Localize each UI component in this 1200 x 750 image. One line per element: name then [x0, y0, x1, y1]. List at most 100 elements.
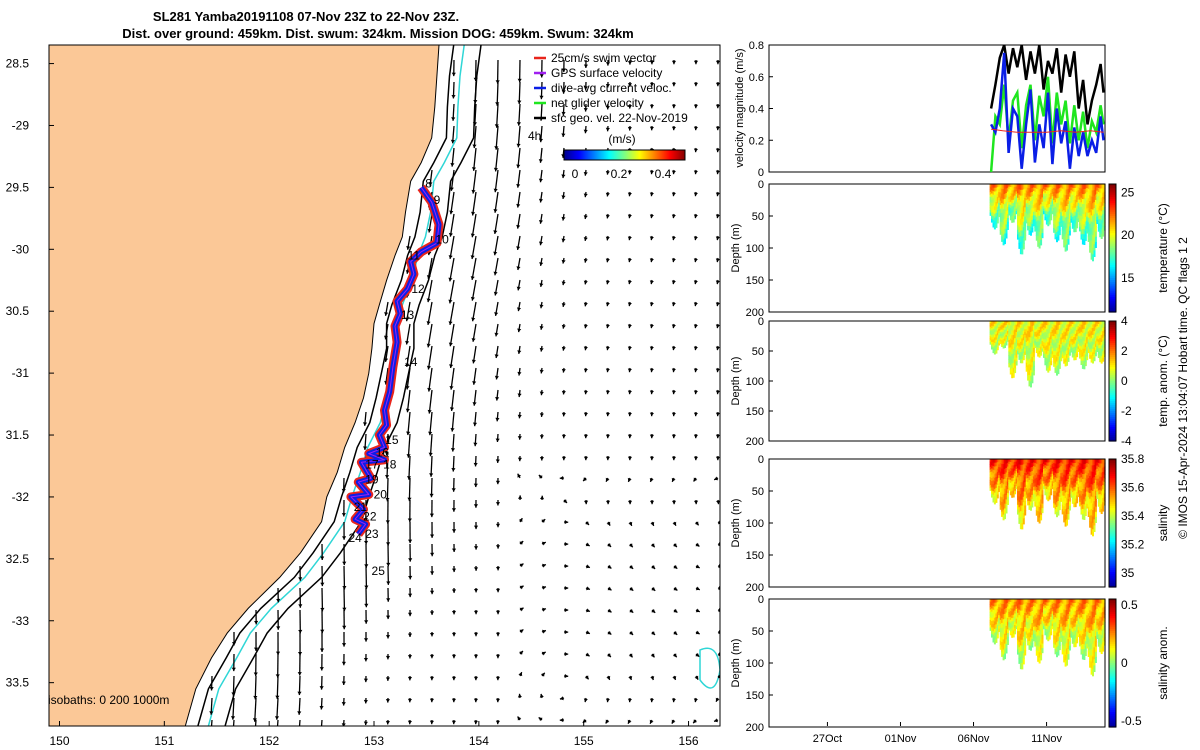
heatmap-cell — [1058, 484, 1061, 489]
heatmap-cell — [991, 330, 993, 334]
heatmap-cell — [1084, 212, 1087, 218]
arrow-head — [518, 672, 523, 677]
heatmap-cell — [1050, 459, 1053, 463]
heatmap-cell — [1090, 348, 1093, 353]
heatmap-cell — [1093, 244, 1096, 251]
velocity-arrow — [495, 455, 500, 463]
colorbar-cell — [575, 150, 577, 160]
colorbar-cell — [1109, 561, 1116, 565]
y-tick-label: 200 — [746, 436, 764, 448]
velocity-arrow — [649, 213, 654, 219]
heatmap-cell — [1071, 350, 1074, 355]
heatmap-cell — [1057, 473, 1060, 479]
heatmap-cell — [1028, 200, 1031, 206]
heatmap-cell — [1004, 498, 1006, 505]
heatmap-cell — [1089, 201, 1092, 208]
arrow-head — [539, 693, 544, 698]
heatmap-cell — [1034, 329, 1037, 333]
heatmap-cell — [1032, 197, 1035, 202]
arrow-head — [542, 563, 546, 568]
velocity-arrow — [605, 345, 610, 351]
velocity-arrow — [493, 257, 499, 276]
velocity-arrow — [561, 345, 566, 351]
colorbar-cell — [590, 150, 592, 160]
heatmap-cell — [992, 212, 995, 217]
colorbar-cell — [1109, 377, 1116, 380]
heatmap-cell — [1071, 481, 1074, 486]
colorbar-cell — [1109, 486, 1116, 490]
heatmap-cell — [1058, 221, 1061, 227]
heatmap-cell — [991, 184, 993, 188]
heatmap-cell — [1060, 487, 1063, 492]
arrow-shaft — [471, 191, 477, 216]
velocity-arrow — [407, 697, 413, 703]
heatmap-cell — [1032, 370, 1035, 376]
heatmap-cell — [1087, 328, 1090, 332]
arrow-head — [386, 615, 391, 620]
heatmap-cell — [1018, 340, 1021, 344]
velocity-arrow — [583, 411, 588, 417]
heatmap-cell — [1083, 209, 1086, 215]
heatmap-cell — [1063, 485, 1066, 491]
heatmap-cell — [1035, 349, 1038, 354]
heatmap-cell — [1094, 215, 1097, 222]
heatmap-cell — [989, 202, 992, 206]
heatmap-cell — [1066, 508, 1068, 515]
heatmap-cell — [1084, 358, 1087, 363]
colorbar-cell — [588, 150, 590, 160]
heatmap-cell — [1067, 351, 1070, 356]
heatmap-cell — [992, 473, 995, 478]
heatmap-cell — [1060, 330, 1063, 335]
velocity-arrow — [385, 675, 391, 681]
arrow-head — [693, 477, 698, 482]
heatmap-cell — [1012, 481, 1015, 485]
heatmap-cell — [1009, 470, 1012, 475]
heatmap-cell — [1002, 509, 1005, 516]
heatmap-cell — [1079, 466, 1081, 472]
heatmap-cell — [1035, 212, 1038, 218]
heatmap-cell — [1006, 187, 1009, 193]
heatmap-cell — [1070, 344, 1073, 348]
heatmap-cell — [1067, 224, 1070, 230]
colorbar-cell — [1109, 286, 1116, 290]
map-frame — [48, 44, 721, 727]
heatmap-cell — [1099, 232, 1102, 238]
heatmap-cell — [1037, 474, 1040, 481]
arrow-head — [320, 607, 325, 612]
heatmap-cell — [1004, 508, 1006, 515]
heatmap-cell — [1019, 321, 1022, 326]
heatmap-cell — [1043, 321, 1045, 325]
colorbar-cell — [1109, 365, 1116, 368]
heatmap-cell — [1092, 184, 1094, 191]
velocity-arrow — [428, 433, 433, 457]
heatmap-cell — [1081, 218, 1084, 225]
heatmap-cell — [1057, 235, 1060, 241]
arrow-head — [605, 192, 610, 197]
velocity-arrow — [541, 585, 547, 590]
heatmap-cell — [1093, 347, 1096, 352]
heatmap-cell — [1019, 195, 1022, 202]
heatmap-cell — [1002, 494, 1005, 501]
heatmap-cell — [1087, 212, 1090, 219]
heatmap-cell — [1012, 490, 1015, 495]
heatmap-cell — [1040, 346, 1043, 350]
velocity-arrow — [451, 81, 456, 99]
velocity-arrow — [715, 433, 720, 439]
heatmap-cell — [1022, 486, 1025, 492]
heatmap-cell — [1092, 196, 1094, 204]
heatmap-cell — [1066, 244, 1068, 251]
velocity-arrow — [607, 586, 612, 591]
velocity-arrow — [495, 433, 500, 443]
arrow-head — [627, 390, 632, 395]
heatmap-cell — [1068, 184, 1071, 189]
heatmap-cell — [1090, 324, 1093, 329]
heatmap-cell — [1032, 201, 1035, 206]
heatmap-cell — [1038, 194, 1041, 201]
heatmap-cell — [1053, 212, 1056, 217]
heatmap-cell — [1056, 212, 1058, 219]
arrow-head — [342, 625, 347, 630]
heatmap-cell — [1034, 502, 1037, 507]
heatmap-cell — [1100, 477, 1103, 483]
velocity-arrow — [428, 411, 433, 436]
heatmap-cell — [1071, 477, 1074, 482]
